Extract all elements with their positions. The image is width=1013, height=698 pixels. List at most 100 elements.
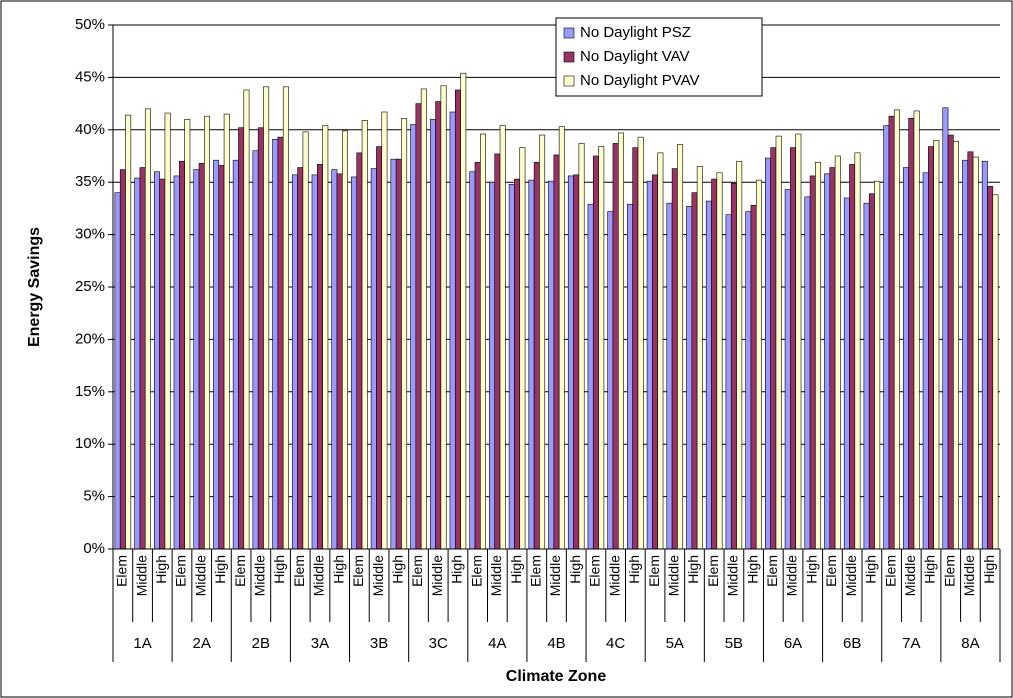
x-tick-label: High [271, 555, 287, 584]
bar [730, 182, 737, 550]
bar [657, 152, 664, 550]
x-axis-title: Climate Zone [506, 668, 607, 685]
bar [908, 117, 915, 550]
zone-label: 4C [606, 635, 625, 652]
x-tick-label: Middle [961, 555, 977, 596]
bar [322, 125, 329, 550]
bar [567, 175, 574, 550]
bar [489, 181, 496, 550]
bar [903, 167, 909, 550]
y-tick-label: 15% [75, 383, 105, 400]
x-tick-label: High [626, 555, 642, 584]
bar [390, 158, 397, 550]
bar [942, 107, 949, 550]
zone-label: 4B [547, 635, 565, 652]
bar [953, 141, 960, 550]
bar [646, 180, 653, 550]
bar [587, 203, 594, 550]
bar [790, 147, 796, 550]
bar [297, 167, 304, 550]
y-tick-label: 0% [83, 540, 105, 557]
bar [750, 204, 757, 550]
bar [277, 136, 284, 550]
bar [173, 175, 180, 550]
bar [263, 86, 270, 550]
bar [420, 88, 427, 550]
x-tick-label: High [330, 555, 346, 584]
bar [632, 147, 639, 550]
bar [834, 155, 841, 550]
bar [711, 178, 718, 550]
bar [928, 146, 934, 550]
x-tick-label: Middle [902, 555, 918, 596]
bar [376, 146, 383, 550]
bar [494, 153, 501, 550]
bar [824, 173, 831, 550]
x-tick-label: High [744, 555, 760, 584]
x-tick-label: High [212, 555, 228, 584]
x-tick-label: High [153, 555, 169, 584]
x-tick-label: High [567, 555, 583, 584]
bar [499, 125, 506, 550]
x-tick-label: Elem [468, 555, 484, 587]
bar [159, 178, 166, 550]
x-tick-label: Middle [133, 555, 149, 596]
y-tick-label: 5% [83, 488, 105, 505]
x-tick-label: High [390, 555, 406, 584]
zone-label: 5B [725, 635, 743, 652]
bar [922, 172, 929, 550]
bar [666, 202, 673, 550]
bar [987, 186, 994, 550]
x-tick-label: Middle [843, 555, 859, 596]
bar [204, 115, 210, 550]
x-tick-label: Elem [232, 555, 248, 587]
bar [883, 125, 890, 550]
x-tick-label: High [508, 555, 524, 584]
x-tick-label: High [981, 555, 997, 584]
x-tick-label: Middle [311, 555, 327, 596]
bar [454, 89, 461, 550]
bar [331, 169, 338, 550]
y-tick-label: 10% [75, 435, 105, 452]
bar [745, 211, 752, 550]
bar [893, 109, 900, 550]
bar [134, 177, 141, 550]
bar [815, 161, 822, 550]
bar [291, 174, 298, 550]
bar [356, 152, 363, 550]
zone-label: 3C [429, 635, 448, 652]
bar [139, 167, 146, 550]
zone-label: 3A [311, 635, 329, 652]
bar [691, 192, 698, 550]
bar [311, 174, 318, 550]
bar [410, 124, 417, 550]
zone-label: 4A [488, 635, 506, 652]
bar [686, 206, 693, 550]
bar [627, 203, 633, 550]
bar [336, 173, 343, 550]
x-tick-label: Middle [370, 555, 386, 596]
legend-box [555, 17, 763, 97]
bar [514, 178, 521, 550]
bar [736, 160, 743, 550]
bar [770, 147, 777, 550]
x-tick-label: Middle [488, 555, 504, 596]
bar [607, 211, 614, 550]
bar [435, 101, 442, 550]
bar [843, 197, 850, 550]
x-tick-label: Elem [114, 555, 130, 587]
bar [533, 161, 540, 550]
bar [755, 179, 762, 550]
bar [705, 200, 712, 550]
zone-label: 6A [784, 635, 802, 652]
bar [548, 180, 555, 550]
bar [184, 119, 191, 550]
bar [992, 194, 999, 550]
bar [677, 144, 684, 550]
bar [302, 131, 309, 550]
x-tick-label: Elem [350, 555, 366, 587]
zone-label: 7A [902, 635, 920, 652]
bar [370, 168, 377, 550]
bar [528, 179, 535, 550]
bar [765, 157, 771, 550]
